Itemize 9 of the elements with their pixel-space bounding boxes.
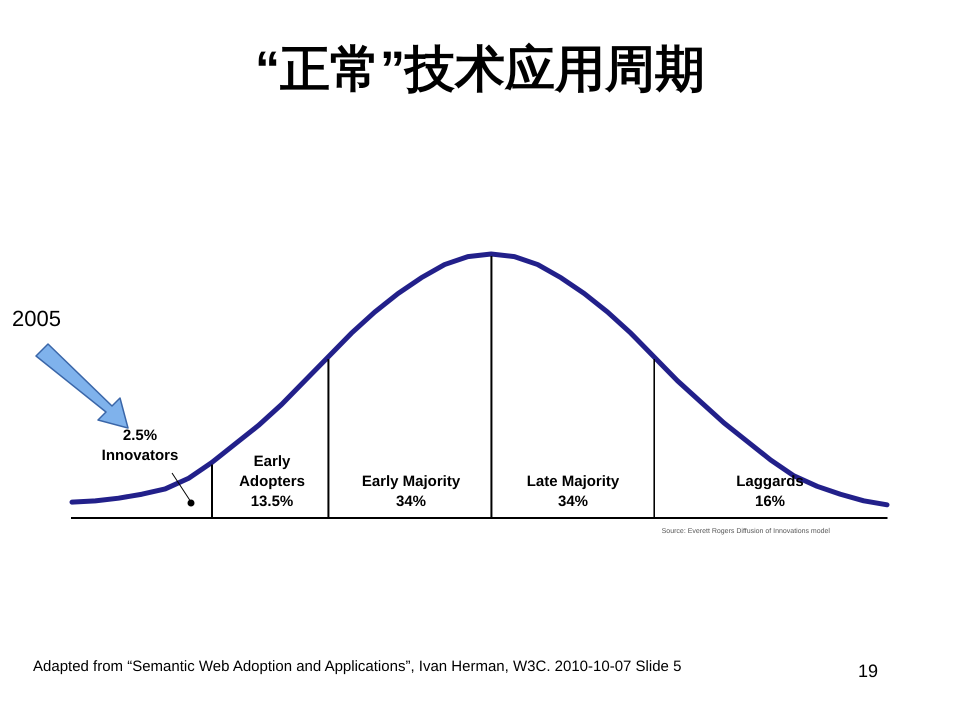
text: 2005: [12, 306, 61, 332]
text: Adapted from “Semantic Web Adoption and Applications”, Ivan Herman, W3C. 2010-10-07 Slide 5: [33, 658, 682, 675]
annotation: Laggards 16%: [735, 472, 805, 512]
annotation: Early Adopters 13.5%: [238, 452, 306, 512]
annotation: 2.5% Innovators: [100, 426, 180, 466]
chart-title: “正常”技术应用周期: [254, 40, 706, 99]
text: 19: [858, 661, 878, 682]
annotation: Early Majority 34%: [360, 472, 462, 512]
annotation: Late Majority 34%: [526, 472, 620, 512]
